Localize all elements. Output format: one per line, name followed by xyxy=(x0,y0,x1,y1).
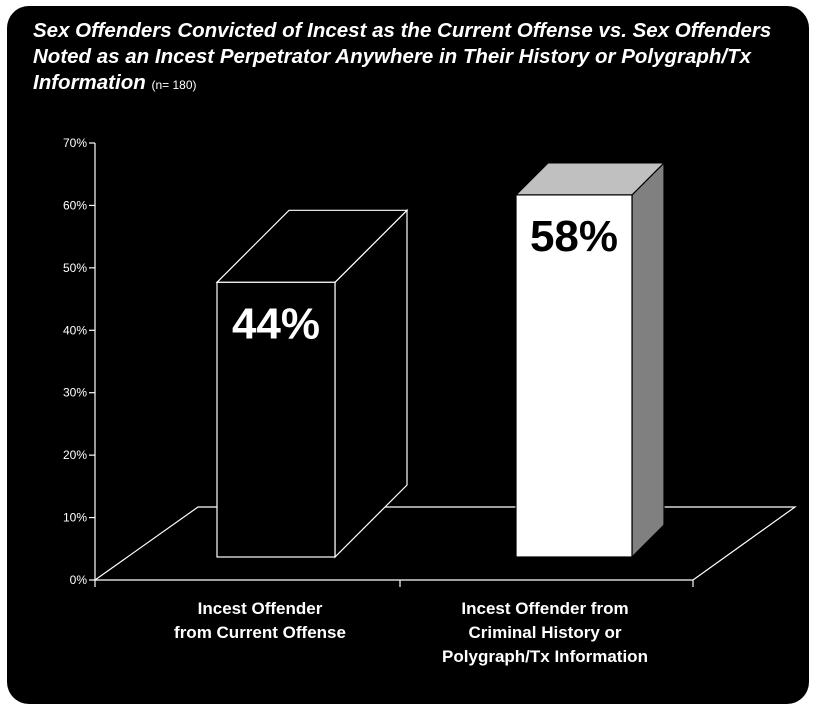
y-tick-label: 0% xyxy=(70,573,88,587)
data-label: 58% xyxy=(530,212,618,261)
y-tick-label: 40% xyxy=(63,323,87,337)
y-tick-label: 60% xyxy=(63,198,87,212)
bar-side-face xyxy=(631,161,665,559)
y-tick-label: 10% xyxy=(63,511,87,525)
chart-title-text: Sex Offenders Convicted of Incest as the… xyxy=(33,19,772,94)
category-label-1: Incest Offender from Current Offense xyxy=(174,599,346,642)
category-label-2: Incest Offender from Criminal History or… xyxy=(442,599,648,666)
y-tick-label: 50% xyxy=(63,261,87,275)
sample-size: (n= 180) xyxy=(151,78,197,92)
y-tick-label: 20% xyxy=(63,448,87,462)
chart-panel: Sex Offenders Convicted of Incest as the… xyxy=(7,6,809,704)
y-tick-label: 30% xyxy=(63,386,87,400)
chart-title: Sex Offenders Convicted of Incest as the… xyxy=(33,18,803,98)
bar xyxy=(216,281,336,558)
chart-floor xyxy=(93,506,797,581)
bar xyxy=(515,194,633,558)
data-label: 44% xyxy=(232,299,320,348)
y-tick-label: 70% xyxy=(63,136,87,150)
